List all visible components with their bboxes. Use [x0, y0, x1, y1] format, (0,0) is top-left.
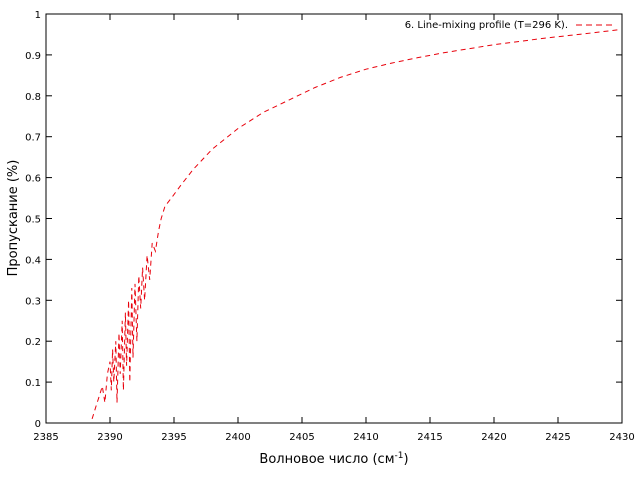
- x-axis-label: Волновое число (см-1): [259, 451, 408, 467]
- y-tick-label: 0: [35, 419, 41, 430]
- y-axis-label: Пропускание (%): [6, 160, 21, 277]
- x-tick-label: 2385: [33, 432, 58, 443]
- y-tick-label: 0.6: [25, 174, 41, 185]
- x-axis-ticks: 2385 2390 2395 2400 2405 2410 2415 2420 2425 2430: [33, 14, 635, 443]
- y-tick-label: 0.2: [25, 337, 41, 348]
- y-tick-label: 0.4: [25, 255, 41, 266]
- series-layer: [91, 29, 621, 420]
- legend: 6. Line-mixing profile (T=296 K).: [405, 20, 612, 31]
- y-axis-ticks: 0 0.1 0.2 0.3 0.4 0.5 0.6 0.7 0.8 0.9 1: [25, 10, 622, 430]
- x-tick-label: 2395: [161, 432, 186, 443]
- y-tick-label: 0.1: [25, 378, 41, 389]
- x-tick-label: 2400: [225, 432, 250, 443]
- y-tick-label: 0.7: [25, 133, 41, 144]
- plot-frame: [45, 13, 623, 424]
- y-tick-label: 0.5: [25, 215, 41, 226]
- y-tick-label: 0.3: [25, 296, 41, 307]
- x-tick-label: 2420: [481, 432, 506, 443]
- x-tick-label: 2425: [545, 432, 570, 443]
- legend-label: 6. Line-mixing profile (T=296 K).: [405, 20, 568, 31]
- x-tick-label: 2390: [97, 432, 122, 443]
- y-tick-label: 0.9: [25, 51, 41, 62]
- x-tick-label: 2430: [609, 432, 634, 443]
- x-tick-label: 2410: [353, 432, 378, 443]
- series-line: [91, 29, 621, 420]
- x-tick-label: 2415: [417, 432, 442, 443]
- x-tick-label: 2405: [289, 432, 314, 443]
- y-tick-label: 1: [35, 10, 41, 21]
- y-tick-label: 0.8: [25, 92, 41, 103]
